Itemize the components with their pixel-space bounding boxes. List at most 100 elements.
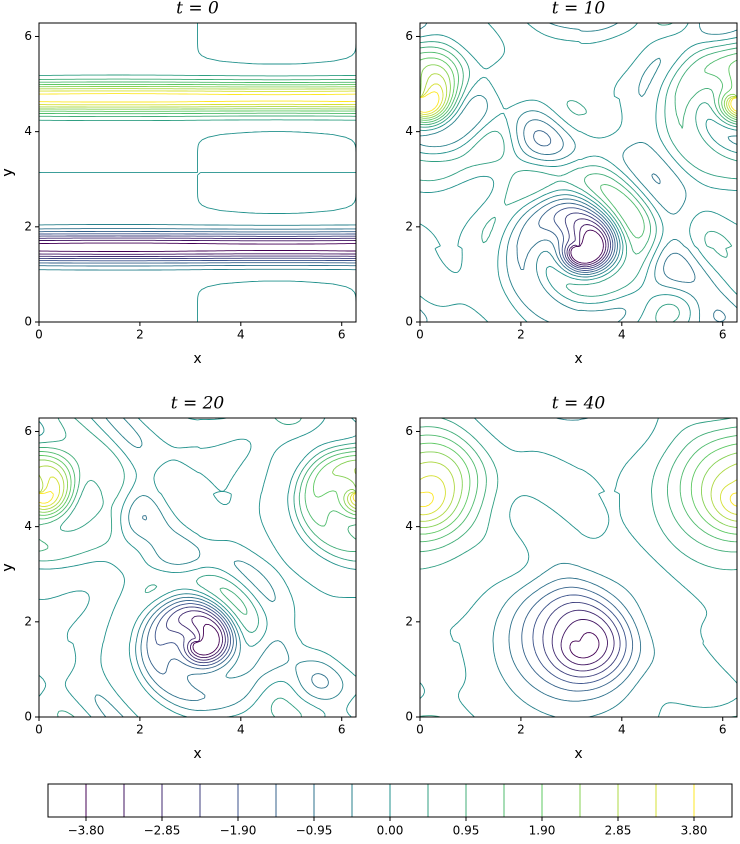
contour-line <box>419 475 738 516</box>
contour-line <box>38 447 357 615</box>
contour-line <box>492 417 655 718</box>
colorbar-tick-label: −3.80 <box>68 824 105 838</box>
y-axis-label: y <box>0 563 16 571</box>
x-tick-label: 6 <box>338 328 346 342</box>
axes-frame <box>419 22 738 323</box>
contour-line <box>140 515 329 702</box>
contour-line <box>569 632 600 659</box>
y-tick-label: 4 <box>405 124 413 138</box>
y-tick-label: 4 <box>405 519 413 533</box>
colorbar-tick-label: −1.90 <box>220 824 257 838</box>
contour-line <box>38 417 357 718</box>
colorbar-tick-label: 0.95 <box>453 824 480 838</box>
x-tick-label: 6 <box>719 328 727 342</box>
y-axis-label: y <box>0 168 16 176</box>
axes-frame <box>38 417 357 718</box>
y-tick-label: 4 <box>24 124 32 138</box>
contour-line <box>568 224 607 266</box>
x-tick-label: 2 <box>136 328 144 342</box>
y-tick-label: 0 <box>24 315 32 329</box>
contour-line <box>39 81 357 115</box>
contour-line <box>419 73 738 117</box>
contour-line <box>419 51 738 239</box>
y-tick-label: 6 <box>24 29 32 43</box>
contour-line <box>38 23 357 322</box>
colorbar-tick-label: 2.85 <box>605 824 632 838</box>
y-tick-label: 6 <box>405 29 413 43</box>
y-tick-label: 6 <box>24 424 32 438</box>
contour-line <box>192 623 220 656</box>
contour-line <box>419 434 738 543</box>
contour-line <box>508 577 642 702</box>
x-tick-label: 2 <box>517 328 525 342</box>
contour-line <box>38 476 357 507</box>
panel-title: t = 20 <box>171 394 225 414</box>
contour-line <box>551 609 615 672</box>
contour-panel: t = 10 x y 0 2 4 6 0 2 4 6 <box>0 0 738 367</box>
y-tick-label: 0 <box>405 710 413 724</box>
contour-line <box>521 586 634 692</box>
panel-title: t = 10 <box>552 0 606 19</box>
contour-line <box>146 600 234 675</box>
panel-title: t = 40 <box>552 394 606 414</box>
x-axis-label: x <box>574 746 582 762</box>
y-tick-label: 2 <box>405 614 413 628</box>
contour-line <box>94 417 344 718</box>
contour-line <box>419 22 738 323</box>
contour-panel: t = 0 x y 0 2 4 6 0 2 4 6 <box>0 0 357 367</box>
contour-line <box>39 237 356 257</box>
contour-line <box>38 83 356 112</box>
y-axis-label: y <box>0 168 16 176</box>
contour-line <box>38 235 356 260</box>
contour-line <box>39 90 356 106</box>
x-tick-label: 0 <box>416 723 424 737</box>
contour-line <box>154 603 232 666</box>
x-tick-label: 4 <box>618 723 626 737</box>
contour-line <box>516 119 726 323</box>
contour-line <box>570 229 604 264</box>
y-tick-label: 0 <box>405 315 413 329</box>
colorbar-tick-label: 0.00 <box>377 824 404 838</box>
colorbar-tick-label: −2.85 <box>144 824 181 838</box>
x-tick-label: 4 <box>237 723 245 737</box>
contour-line <box>38 417 357 718</box>
contour-line <box>178 610 226 661</box>
y-tick-label: 0 <box>24 710 32 724</box>
contour-line <box>419 22 738 323</box>
y-axis-label: y <box>0 563 16 571</box>
colorbar-tick-label: 3.80 <box>681 824 708 838</box>
x-axis-label: x <box>574 351 582 367</box>
contour-line <box>564 212 612 270</box>
contour-line <box>38 490 357 504</box>
contour-line <box>39 233 356 262</box>
contour-line <box>419 417 738 718</box>
contour-line <box>38 455 357 516</box>
contour-line <box>38 239 357 255</box>
x-tick-label: 4 <box>618 328 626 342</box>
contour-line <box>38 451 357 527</box>
contour-line <box>419 461 738 522</box>
x-tick-label: 2 <box>136 723 144 737</box>
axes-frame <box>38 22 357 323</box>
x-axis-label: x <box>193 351 201 367</box>
contour-line <box>553 207 614 271</box>
panel-title: t = 0 <box>176 0 219 19</box>
contour-line <box>532 594 627 684</box>
contour-line <box>419 417 738 718</box>
contour-line <box>38 74 357 122</box>
colorbar-tick-label: −0.95 <box>296 824 333 838</box>
colorbar: −3.80 −2.85 −1.90 −0.95 0.00 0.95 1.90 2.85 3.80 <box>47 783 733 838</box>
contour-line <box>165 606 229 664</box>
contour-line <box>419 442 738 535</box>
contour-line <box>39 86 356 110</box>
y-tick-label: 2 <box>405 219 413 233</box>
contour-line <box>419 451 738 529</box>
contour-line <box>189 615 224 659</box>
x-tick-label: 0 <box>416 328 424 342</box>
contour-line <box>38 242 356 252</box>
contour-line <box>39 230 356 264</box>
contour-panel: t = 20 x y 0 2 4 6 0 2 4 6 <box>0 394 357 762</box>
x-tick-label: 0 <box>35 723 43 737</box>
y-tick-label: 6 <box>405 424 413 438</box>
contour-line <box>419 57 738 121</box>
